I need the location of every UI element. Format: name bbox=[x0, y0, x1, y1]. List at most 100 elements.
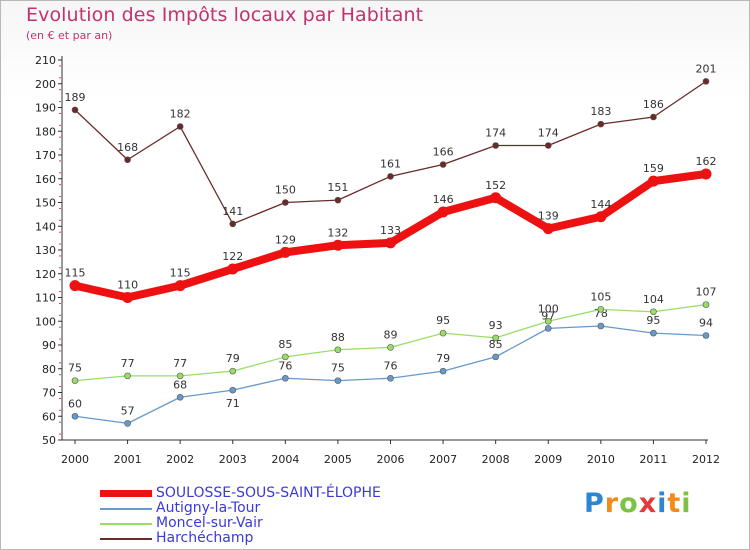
data-point-moncel-sur-vair bbox=[71, 377, 79, 384]
data-label-moncel-sur-vair: 100 bbox=[538, 302, 559, 315]
y-tick-label: 120 bbox=[35, 268, 56, 281]
x-tick-label: 2006 bbox=[377, 453, 405, 466]
legend-label-moncel: Moncel-sur-Vair bbox=[156, 515, 263, 531]
data-label-soulosse-sous-saint-elophe: 146 bbox=[433, 193, 454, 206]
y-tick-label: 150 bbox=[35, 197, 56, 210]
data-label-harchechamp: 174 bbox=[538, 127, 559, 140]
data-point-autigny-la-tour bbox=[492, 353, 499, 361]
data-point-harchechamp bbox=[387, 173, 394, 180]
data-point-autigny-la-tour bbox=[597, 322, 605, 330]
data-point-autigny-la-tour bbox=[544, 325, 552, 332]
legend-label-soulosse: SOULOSSE-SOUS-SAINT-ÉLOPHE bbox=[156, 485, 381, 501]
data-label-harchechamp: 141 bbox=[222, 205, 243, 218]
data-point-soulosse-sous-saint-elophe bbox=[122, 292, 134, 303]
data-point-autigny-la-tour bbox=[702, 332, 710, 339]
x-tick-label: 2010 bbox=[587, 453, 615, 466]
data-point-harchechamp bbox=[334, 196, 342, 204]
data-label-soulosse-sous-saint-elophe: 144 bbox=[590, 198, 611, 211]
chart-subtitle: (en € et par an) bbox=[26, 29, 113, 42]
data-point-autigny-la-tour bbox=[650, 329, 657, 337]
data-point-harchechamp bbox=[176, 123, 184, 130]
y-tick-label: 50 bbox=[42, 434, 56, 447]
data-point-autigny-la-tour bbox=[71, 412, 79, 420]
x-tick-label: 2001 bbox=[114, 453, 142, 466]
data-point-moncel-sur-vair bbox=[229, 367, 237, 375]
y-tick-label: 180 bbox=[35, 125, 56, 138]
data-label-soulosse-sous-saint-elophe: 133 bbox=[380, 224, 401, 237]
data-point-soulosse-sous-saint-elophe bbox=[332, 239, 344, 251]
logo-letter: P bbox=[584, 488, 605, 519]
data-label-autigny-la-tour: 57 bbox=[121, 404, 135, 417]
data-label-harchechamp: 168 bbox=[117, 141, 138, 154]
data-point-moncel-sur-vair bbox=[124, 372, 131, 380]
data-point-moncel-sur-vair bbox=[334, 346, 342, 354]
data-point-harchechamp bbox=[492, 142, 499, 149]
data-point-autigny-la-tour bbox=[176, 393, 184, 401]
data-label-harchechamp: 183 bbox=[590, 105, 611, 118]
data-label-harchechamp: 161 bbox=[380, 157, 401, 170]
data-label-autigny-la-tour: 76 bbox=[278, 359, 292, 372]
x-tick-label: 2007 bbox=[429, 453, 457, 466]
data-label-moncel-sur-vair: 105 bbox=[590, 290, 611, 303]
data-point-soulosse-sous-saint-elophe bbox=[542, 223, 554, 235]
y-tick-label: 70 bbox=[42, 387, 56, 400]
data-label-soulosse-sous-saint-elophe: 122 bbox=[222, 250, 243, 263]
data-label-moncel-sur-vair: 93 bbox=[489, 319, 503, 332]
data-label-soulosse-sous-saint-elophe: 152 bbox=[485, 179, 506, 192]
data-label-moncel-sur-vair: 85 bbox=[278, 338, 292, 351]
y-tick-label: 110 bbox=[35, 292, 56, 305]
x-tick-label: 2012 bbox=[692, 453, 720, 466]
y-tick-label: 170 bbox=[35, 149, 56, 162]
data-label-autigny-la-tour: 97 bbox=[541, 309, 555, 322]
y-tick-label: 190 bbox=[35, 102, 56, 115]
logo-letter: i bbox=[657, 488, 668, 519]
data-label-autigny-la-tour: 71 bbox=[226, 397, 240, 410]
data-label-harchechamp: 151 bbox=[327, 181, 348, 194]
data-point-soulosse-sous-saint-elophe bbox=[227, 263, 239, 275]
data-label-moncel-sur-vair: 77 bbox=[121, 357, 135, 370]
data-label-moncel-sur-vair: 77 bbox=[173, 357, 187, 370]
data-label-soulosse-sous-saint-elophe: 139 bbox=[538, 210, 559, 223]
data-label-harchechamp: 150 bbox=[275, 184, 296, 197]
data-point-moncel-sur-vair bbox=[176, 372, 184, 380]
y-tick-label: 90 bbox=[42, 339, 56, 352]
data-point-moncel-sur-vair bbox=[282, 353, 289, 361]
data-point-autigny-la-tour bbox=[334, 377, 342, 384]
data-label-soulosse-sous-saint-elophe: 159 bbox=[643, 162, 664, 175]
y-tick-label: 130 bbox=[35, 244, 56, 257]
data-point-autigny-la-tour bbox=[124, 420, 131, 427]
data-point-moncel-sur-vair bbox=[387, 344, 394, 351]
data-label-harchechamp: 166 bbox=[433, 146, 454, 159]
data-label-moncel-sur-vair: 79 bbox=[226, 352, 240, 365]
x-tick-label: 2011 bbox=[639, 453, 667, 466]
data-point-harchechamp bbox=[544, 142, 552, 149]
data-point-moncel-sur-vair bbox=[597, 306, 605, 313]
data-point-moncel-sur-vair bbox=[650, 308, 657, 316]
data-label-soulosse-sous-saint-elophe: 110 bbox=[117, 279, 138, 292]
data-point-autigny-la-tour bbox=[282, 374, 289, 382]
data-label-autigny-la-tour: 76 bbox=[384, 359, 398, 372]
data-label-autigny-la-tour: 95 bbox=[646, 314, 660, 327]
data-label-moncel-sur-vair: 95 bbox=[436, 314, 450, 327]
data-point-harchechamp bbox=[229, 220, 237, 228]
data-point-soulosse-sous-saint-elophe bbox=[437, 206, 449, 218]
x-tick-label: 2005 bbox=[324, 453, 352, 466]
data-point-harchechamp bbox=[282, 199, 289, 206]
data-point-autigny-la-tour bbox=[439, 367, 447, 375]
data-label-harchechamp: 201 bbox=[696, 62, 717, 75]
x-tick-label: 2003 bbox=[219, 453, 247, 466]
data-label-moncel-sur-vair: 104 bbox=[643, 293, 664, 306]
data-label-moncel-sur-vair: 75 bbox=[68, 362, 82, 375]
logo-letter: x bbox=[638, 488, 658, 519]
data-label-soulosse-sous-saint-elophe: 132 bbox=[327, 226, 348, 239]
logo-letter: i bbox=[681, 488, 692, 519]
data-point-soulosse-sous-saint-elophe bbox=[647, 175, 659, 187]
data-point-soulosse-sous-saint-elophe bbox=[69, 280, 81, 292]
data-point-moncel-sur-vair bbox=[492, 334, 499, 342]
data-label-autigny-la-tour: 94 bbox=[699, 317, 713, 330]
legend-swatch-autigny bbox=[100, 508, 152, 510]
logo-letter: t bbox=[667, 488, 682, 519]
data-label-autigny-la-tour: 68 bbox=[173, 378, 187, 391]
